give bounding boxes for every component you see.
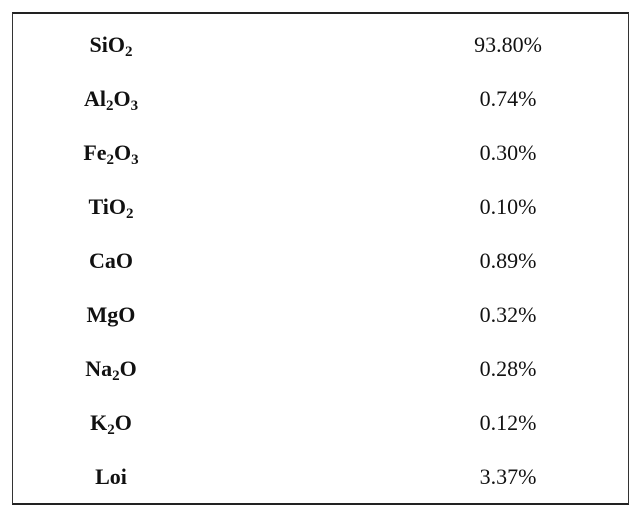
compound-cell: Al2O3 [83,86,139,114]
table-row: MgO 0.32% [13,288,628,342]
table-row: SiO2 93.80% [13,18,628,72]
percentage-cell: 0.30% [479,140,537,165]
percentage-cell: 3.37% [479,464,537,489]
compound-cell: Fe2O3 [83,140,139,168]
table-row: Loi 3.37% [13,450,628,504]
percentage-cell: 0.74% [479,86,537,111]
table-row: Na2O 0.28% [13,342,628,396]
percentage-cell: 93.80% [474,32,542,57]
percentage-cell: 0.12% [479,410,537,435]
percentage-cell: 0.32% [479,302,537,327]
compound-cell: SiO2 [89,32,133,60]
compound-cell: CaO [89,248,133,273]
table-row: TiO2 0.10% [13,180,628,234]
percentage-cell: 0.28% [479,356,537,381]
table-row: Fe2O3 0.30% [13,126,628,180]
table-row: K2O 0.12% [13,396,628,450]
compound-cell: Na2O [85,356,137,384]
compound-cell: Loi [95,464,127,489]
table-row: CaO 0.89% [13,234,628,288]
composition-table: SiO2 93.80% Al2O3 0.74% Fe2O3 0.30% TiO2… [12,12,629,505]
compound-cell: TiO2 [88,194,134,222]
percentage-cell: 0.10% [479,194,537,219]
table-row: Al2O3 0.74% [13,72,628,126]
percentage-cell: 0.89% [479,248,537,273]
compound-cell: K2O [90,410,132,438]
compound-cell: MgO [86,302,136,327]
